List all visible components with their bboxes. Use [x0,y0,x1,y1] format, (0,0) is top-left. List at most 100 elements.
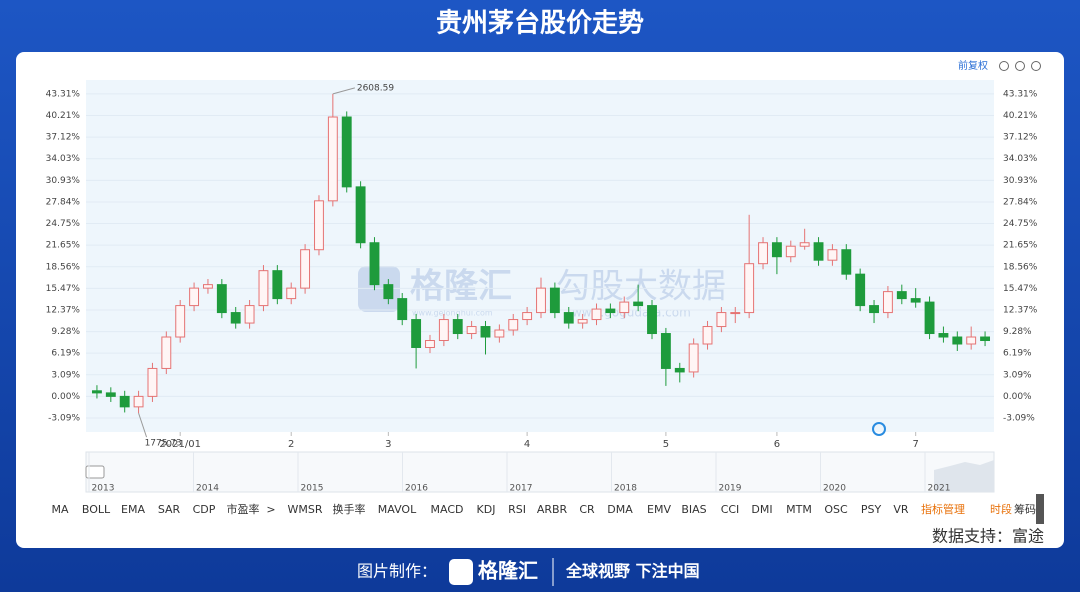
indicator-tab[interactable]: OSC [824,503,848,516]
navigator-handle[interactable] [85,465,105,479]
indicator-tab[interactable]: PSY [861,503,882,516]
high-label: 2608.59 [357,83,394,93]
candle-body [341,116,352,188]
indicator-tab[interactable]: > [266,503,275,516]
y-tick-label-right: 3.09% [1003,370,1032,380]
candle-body [272,270,283,300]
candle-body [619,301,630,314]
candle-body [508,319,519,331]
candle-body [813,242,824,261]
candle-body [827,249,838,261]
indicator-tab[interactable]: MA [51,503,68,516]
candle-body [369,242,380,286]
candle-body [924,301,935,335]
candle-body [189,287,200,307]
indicator-tab[interactable]: 市盈率 [227,502,260,516]
indicator-tab[interactable]: WMSR [288,503,323,516]
y-tick-label: 6.19% [51,349,80,359]
y-tick-label-right: 15.47% [1003,284,1038,294]
y-tick-label: 0.00% [51,392,80,402]
indicator-tab[interactable]: EMA [121,503,145,516]
navigator[interactable] [85,451,995,493]
indicator-tab[interactable]: ARBR [537,503,568,516]
candle-body [966,336,977,345]
candle-body [480,326,491,338]
indicator-tab[interactable]: CR [579,503,595,516]
candle-body [425,340,435,348]
candle-body [758,242,768,265]
y-tick-label-right: 30.93% [1003,176,1038,186]
low-label: 1775.73 [145,439,182,449]
y-tick-label-right: 34.03% [1003,154,1038,164]
navigator-year: 2016 [405,484,428,494]
high-pointer [332,87,355,95]
indicator-tab[interactable]: EMV [647,503,671,516]
y-tick-label: 40.21% [46,111,81,121]
indicator-tab[interactable]: VR [893,503,909,516]
title: 贵州茅台股价走势 [436,8,644,39]
indicator-tab[interactable]: MTM [786,503,812,516]
scroll-handle[interactable] [1036,494,1044,524]
undo-icon[interactable] [999,61,1009,71]
candle-body [327,116,338,202]
zoom-in-icon[interactable] [1031,61,1041,71]
candle-body [688,343,699,373]
indicator-tab[interactable]: MACD [431,503,464,516]
y-tick-label: 24.75% [46,219,81,229]
indicator-tab[interactable]: BIAS [681,503,706,516]
indicator-tab[interactable]: MAVOL [378,503,417,516]
y-tick-label: 27.84% [46,197,81,207]
navigator-year: 2017 [510,484,533,494]
zoom-out-icon[interactable] [1015,61,1025,71]
candle-body [869,305,879,314]
candle-body [244,305,255,324]
indicator-tab[interactable]: RSI [508,503,526,516]
navigator-year: 2013 [92,484,115,494]
candle-body [397,298,408,321]
candle-body [383,284,394,300]
navigator-year: 2019 [719,484,742,494]
candle-body [855,273,866,307]
y-tick-label-right: -3.09% [1003,413,1035,423]
candle-body [161,336,172,369]
indicator-tab[interactable]: CDP [193,503,216,516]
indicator-tab[interactable]: 指标管理 [921,502,965,516]
y-tick-label: -3.09% [48,413,80,423]
watermark-brand: 格隆汇 [410,267,512,307]
navigator-window[interactable] [934,460,994,492]
y-tick-label-right: 43.31% [1003,89,1038,99]
navigator-year: 2020 [823,484,846,494]
indicator-tab[interactable]: KDJ [477,503,496,516]
indicator-tab[interactable]: BOLL [82,503,111,516]
x-tick-label: 5 [663,439,669,450]
x-tick-label: 4 [524,439,530,450]
indicator-tab[interactable]: CCI [721,503,740,516]
indicator-tab[interactable]: 换手率 [333,502,366,516]
y-tick-label: 43.31% [46,89,81,99]
candle-body [300,249,311,289]
indicator-tab[interactable]: DMA [607,503,633,516]
candle-body [647,305,657,335]
candle-body [119,395,130,408]
candle-body [536,287,546,314]
candle-body [175,305,186,338]
y-tick-label: 15.47% [46,284,81,294]
adjust-button[interactable]: 前复权 [958,59,988,72]
y-tick-label-right: 37.12% [1003,133,1038,143]
candle-body [216,284,227,314]
candle-body [882,291,893,314]
y-tick-label-right: 12.37% [1003,305,1038,315]
indicator-tab[interactable]: 时段 [990,502,1012,516]
source: 数据支持：富途 [932,527,1044,546]
indicator-tab[interactable]: DMI [751,503,772,516]
x-tick-label: 3 [385,439,391,450]
y-tick-label: 3.09% [51,370,80,380]
candle-body [147,367,158,397]
y-tick-label: 21.65% [46,241,81,251]
y-tick-label: 30.93% [46,176,81,186]
candle-body [522,312,533,321]
indicator-tab[interactable]: 筹码 [1014,502,1036,516]
candle-body [660,333,671,369]
indicator-tab[interactable]: SAR [158,503,181,516]
